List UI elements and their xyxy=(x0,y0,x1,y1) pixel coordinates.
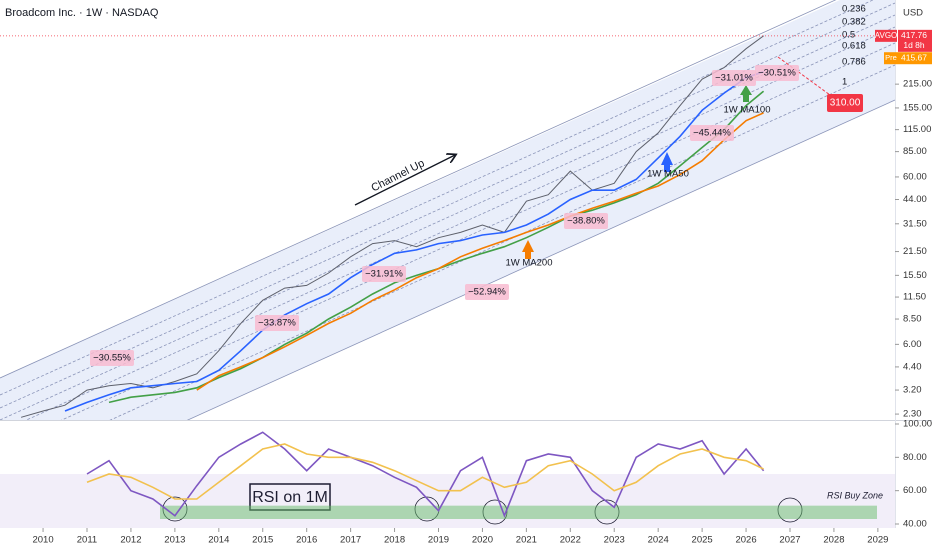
y-tick-label: 15.50 xyxy=(903,270,927,281)
x-tick-label: 2016 xyxy=(296,535,317,546)
series-group xyxy=(20,35,765,418)
series-line xyxy=(86,431,765,518)
series-line xyxy=(64,70,764,412)
fib-label: 0.786 xyxy=(842,57,866,68)
series-line xyxy=(86,443,764,500)
drop-box xyxy=(255,315,299,331)
target-box xyxy=(827,94,863,112)
x-tick-label: 2023 xyxy=(604,535,625,546)
target-arrow xyxy=(777,56,831,96)
x-tick-label: 2019 xyxy=(428,535,449,546)
x-tick-label: 2013 xyxy=(164,535,185,546)
y-tick-label: 11.50 xyxy=(903,292,926,303)
x-tick-label: 2015 xyxy=(252,535,273,546)
ma100-arrow xyxy=(740,85,752,102)
channel-fill xyxy=(0,0,895,420)
pre-symbol-label: Pre xyxy=(885,53,897,62)
drop-box xyxy=(465,284,509,300)
series-group xyxy=(86,431,765,518)
price-label: 417.76 xyxy=(901,30,927,40)
fib-label: 0.618 xyxy=(842,41,866,52)
ma200-arrow xyxy=(522,240,534,259)
symbol-label: AVGO xyxy=(875,31,898,40)
countdown-label: 1d 8h xyxy=(903,40,925,50)
channel-lines xyxy=(0,0,895,420)
drop-label: −52.94% xyxy=(468,287,506,298)
rsi-bands xyxy=(0,474,895,528)
rsi-tick-label: 40.00 xyxy=(903,519,927,530)
x-tick-label: 2024 xyxy=(648,535,669,546)
y-tick-label: 155.00 xyxy=(903,102,932,113)
y-tick-label: 21.50 xyxy=(903,246,927,257)
x-tick-label: 2018 xyxy=(384,535,405,546)
pre-price-box xyxy=(898,52,932,65)
drop-box xyxy=(712,70,756,86)
fib-label: 1 xyxy=(842,77,847,88)
ma-label: 1W MA100 xyxy=(724,105,771,116)
drop-label: −38.80% xyxy=(567,216,605,227)
rsi-tick-label: 80.00 xyxy=(903,452,927,463)
drop-box xyxy=(362,266,406,282)
drop-label: −45.44% xyxy=(693,128,731,139)
x-tick-label: 2010 xyxy=(32,535,53,546)
drop-box xyxy=(755,65,799,81)
drop-box xyxy=(90,350,134,366)
x-tick-label: 2017 xyxy=(340,535,361,546)
drop-box xyxy=(564,213,608,229)
fib-label: 0.236 xyxy=(842,4,866,15)
x-tick-label: 2026 xyxy=(735,535,756,546)
x-tick-label: 2011 xyxy=(77,535,97,546)
y-tick-label: 3.20 xyxy=(903,385,922,396)
ma-label: 1W MA200 xyxy=(506,258,553,269)
y-tick-label: 44.00 xyxy=(903,194,927,205)
x-tick-label: 2027 xyxy=(779,535,800,546)
fib-label: 0.382 xyxy=(842,17,866,28)
y-tick-label: 6.00 xyxy=(903,339,922,350)
y-tick-label: 85.00 xyxy=(903,146,927,157)
drop-label: −33.87% xyxy=(258,318,296,329)
channel-arrow xyxy=(354,155,455,206)
chart-title: Broadcom Inc. · 1W · NASDAQ xyxy=(5,7,159,19)
x-tick-label: 2014 xyxy=(208,535,229,546)
rsi-tick-label: 100.00 xyxy=(903,419,932,430)
x-tick-label: 2022 xyxy=(560,535,581,546)
ma50-arrow xyxy=(661,152,673,172)
y-tick-label: 31.50 xyxy=(903,218,927,229)
pre-symbol-box xyxy=(884,52,898,65)
y-tick-label: 215.00 xyxy=(903,79,932,90)
x-tick-label: 2021 xyxy=(516,535,537,546)
drop-label: −31.91% xyxy=(365,269,403,280)
y-tick-label: 115.00 xyxy=(903,124,931,135)
symbol-box xyxy=(875,29,897,42)
drop-label: −30.55% xyxy=(93,353,131,364)
buy-zone-label: RSI Buy Zone xyxy=(827,490,883,500)
unit-label: USD xyxy=(903,8,923,19)
x-tick-label: 2028 xyxy=(823,535,844,546)
x-tick-label: 2020 xyxy=(472,535,493,546)
price-box xyxy=(898,29,932,52)
ma-label: 1W MA50 xyxy=(647,169,689,180)
y-tick-label: 4.40 xyxy=(903,361,922,372)
buy-zone xyxy=(160,505,877,519)
target-label: 310.00 xyxy=(830,98,861,109)
drop-label: −30.51% xyxy=(758,68,796,79)
drop-label: −31.01% xyxy=(715,73,753,84)
x-tick-label: 2029 xyxy=(867,535,888,546)
rsi-title: RSI on 1M xyxy=(252,489,328,506)
x-tick-label: 2025 xyxy=(692,535,713,546)
y-tick-label: 2.30 xyxy=(903,409,922,420)
y-tick-label: 8.50 xyxy=(903,314,922,325)
series-line xyxy=(196,112,764,391)
fib-label: 0.5 xyxy=(842,30,855,41)
drop-box xyxy=(690,125,734,141)
x-tick-label: 2012 xyxy=(120,535,141,546)
y-tick-label: 60.00 xyxy=(903,171,927,182)
pre-price-label: 415.67 xyxy=(901,52,927,62)
channel xyxy=(0,0,895,420)
rsi-tick-label: 60.00 xyxy=(903,485,927,496)
